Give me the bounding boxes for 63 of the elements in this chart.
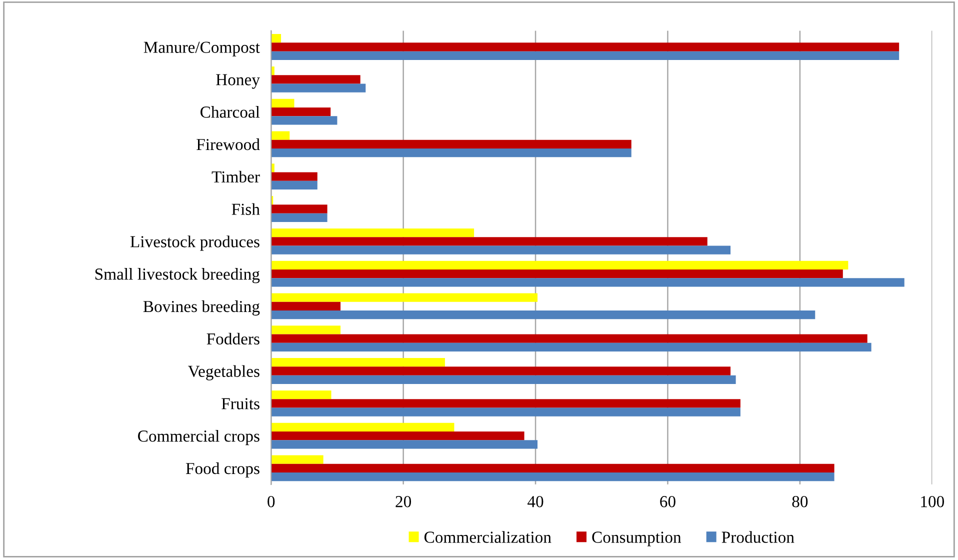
bar xyxy=(271,366,731,376)
bar xyxy=(271,408,740,416)
bar xyxy=(271,246,731,254)
x-tick-label: 0 xyxy=(268,496,275,508)
bar xyxy=(271,180,318,190)
bar xyxy=(271,326,341,334)
bar xyxy=(271,342,872,352)
bar xyxy=(271,464,834,473)
bar xyxy=(271,310,816,320)
y-tick-label: Firewood xyxy=(196,138,260,150)
bar xyxy=(271,431,524,440)
bar xyxy=(271,375,736,384)
bar xyxy=(271,422,454,432)
bar xyxy=(271,278,904,287)
y-tick-label: Commercial crops xyxy=(138,430,260,446)
bar xyxy=(271,237,708,246)
bar xyxy=(271,75,360,84)
bar xyxy=(271,42,900,52)
bar xyxy=(271,51,900,60)
y-tick-label: Charcoal xyxy=(200,106,260,118)
bar xyxy=(271,472,834,482)
x-tick-label: 40 xyxy=(528,496,544,508)
bar xyxy=(271,334,868,343)
y-tick-label: Manure/Compost xyxy=(144,42,260,56)
bar xyxy=(271,107,331,116)
bar xyxy=(271,148,632,158)
bar xyxy=(271,302,341,311)
bar xyxy=(271,213,328,222)
y-tick-label: Fruits xyxy=(222,398,260,410)
bar xyxy=(271,399,740,408)
bar xyxy=(271,84,366,92)
legend-label: Consumption xyxy=(592,532,682,546)
legend-label: Commercialization xyxy=(424,531,552,543)
bar xyxy=(271,140,632,149)
y-tick-label: Bovines breeding xyxy=(143,300,260,316)
y-tick-label: Fodders xyxy=(206,332,260,345)
bar xyxy=(271,228,474,238)
bar xyxy=(271,164,274,172)
bar xyxy=(271,260,848,270)
bar xyxy=(271,34,282,43)
bar xyxy=(271,269,843,278)
bar xyxy=(271,204,328,214)
bar xyxy=(271,358,445,367)
y-tick-label: Small livestock breeding xyxy=(95,268,260,284)
x-tick-label: 60 xyxy=(660,496,676,508)
bar xyxy=(271,293,538,302)
x-tick-label: 20 xyxy=(396,496,412,508)
y-tick-label: Honey xyxy=(216,74,260,89)
legend-label: Production xyxy=(722,531,794,543)
x-tick-label: 80 xyxy=(792,496,808,508)
x-tick-label: 100 xyxy=(921,496,944,508)
bar xyxy=(271,116,338,125)
bar xyxy=(271,172,318,181)
bar xyxy=(271,390,332,400)
y-tick-label: Fish xyxy=(232,203,260,215)
bar xyxy=(271,440,538,449)
bar xyxy=(271,455,324,464)
y-tick-label: Timber xyxy=(212,170,260,183)
y-tick-label: Vegetables xyxy=(188,365,260,380)
y-tick-label: Food crops xyxy=(186,462,260,478)
y-tick-label: Livestock produces xyxy=(130,236,260,251)
bar xyxy=(271,131,290,140)
bar xyxy=(271,98,294,108)
